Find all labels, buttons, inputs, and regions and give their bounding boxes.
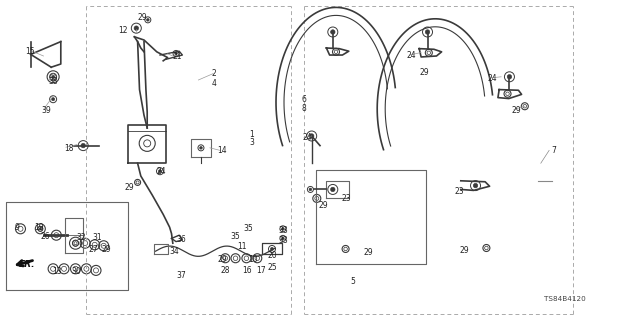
Text: 16: 16: [242, 266, 252, 275]
Text: 29: 29: [419, 68, 429, 76]
Text: 29: 29: [319, 201, 328, 210]
Text: 29: 29: [364, 248, 373, 257]
Text: 30: 30: [72, 268, 81, 276]
Text: 10: 10: [248, 255, 258, 264]
Text: 31: 31: [93, 233, 102, 242]
Circle shape: [52, 75, 54, 78]
Circle shape: [309, 134, 314, 138]
Text: 2: 2: [211, 69, 216, 78]
Text: 35: 35: [243, 224, 253, 233]
Text: 15: 15: [26, 47, 35, 56]
Circle shape: [271, 247, 273, 251]
Text: 29: 29: [101, 245, 111, 254]
Circle shape: [134, 26, 139, 30]
Text: 12: 12: [118, 26, 128, 35]
Text: 24: 24: [303, 133, 312, 142]
Text: 24: 24: [488, 74, 497, 83]
Text: 14: 14: [218, 146, 227, 155]
Text: 17: 17: [256, 266, 266, 275]
Text: 35: 35: [230, 232, 240, 241]
Text: FR.: FR.: [19, 260, 36, 269]
Text: 23: 23: [341, 194, 351, 203]
Circle shape: [39, 228, 42, 230]
Text: 29: 29: [138, 13, 147, 22]
Text: 6: 6: [301, 95, 307, 104]
Circle shape: [425, 30, 430, 34]
Circle shape: [282, 228, 284, 230]
Text: 1: 1: [250, 130, 254, 139]
Text: 32: 32: [77, 233, 86, 242]
Text: 20: 20: [268, 252, 277, 260]
Text: 39: 39: [42, 106, 51, 115]
Text: 19: 19: [34, 223, 44, 232]
Circle shape: [473, 183, 478, 188]
Circle shape: [159, 170, 161, 173]
Text: 29: 29: [218, 255, 227, 264]
Text: 27: 27: [88, 245, 98, 254]
Text: 5: 5: [351, 277, 356, 286]
Text: 38: 38: [48, 77, 58, 86]
Circle shape: [175, 52, 177, 55]
Text: 29: 29: [460, 246, 469, 255]
Text: 25: 25: [268, 263, 277, 272]
Text: 13: 13: [52, 268, 62, 276]
Text: 7: 7: [552, 146, 557, 155]
Text: 34: 34: [170, 247, 179, 256]
Circle shape: [282, 237, 284, 240]
Text: 8: 8: [301, 104, 306, 113]
Text: 21: 21: [173, 52, 182, 60]
Text: 29: 29: [125, 183, 134, 192]
Text: 28: 28: [221, 266, 230, 275]
Text: 29: 29: [512, 106, 522, 115]
Circle shape: [309, 188, 312, 191]
Circle shape: [330, 30, 335, 34]
Text: 24: 24: [157, 167, 166, 176]
Circle shape: [81, 143, 86, 148]
Text: 24: 24: [406, 51, 416, 60]
Text: 9: 9: [14, 223, 19, 232]
Text: 11: 11: [237, 242, 246, 251]
Text: 26: 26: [40, 232, 50, 241]
Text: 4: 4: [211, 79, 216, 88]
Text: 33: 33: [278, 226, 288, 235]
Text: 33: 33: [278, 236, 288, 245]
Text: TS84B4120: TS84B4120: [544, 296, 586, 302]
Text: 3: 3: [250, 138, 255, 147]
Text: 23: 23: [454, 188, 464, 196]
Circle shape: [507, 75, 512, 79]
Circle shape: [330, 187, 335, 192]
Text: 37: 37: [176, 271, 186, 280]
Circle shape: [147, 19, 149, 21]
Text: 36: 36: [176, 236, 186, 244]
Circle shape: [52, 98, 54, 101]
Circle shape: [200, 147, 202, 149]
Text: 18: 18: [64, 144, 74, 153]
